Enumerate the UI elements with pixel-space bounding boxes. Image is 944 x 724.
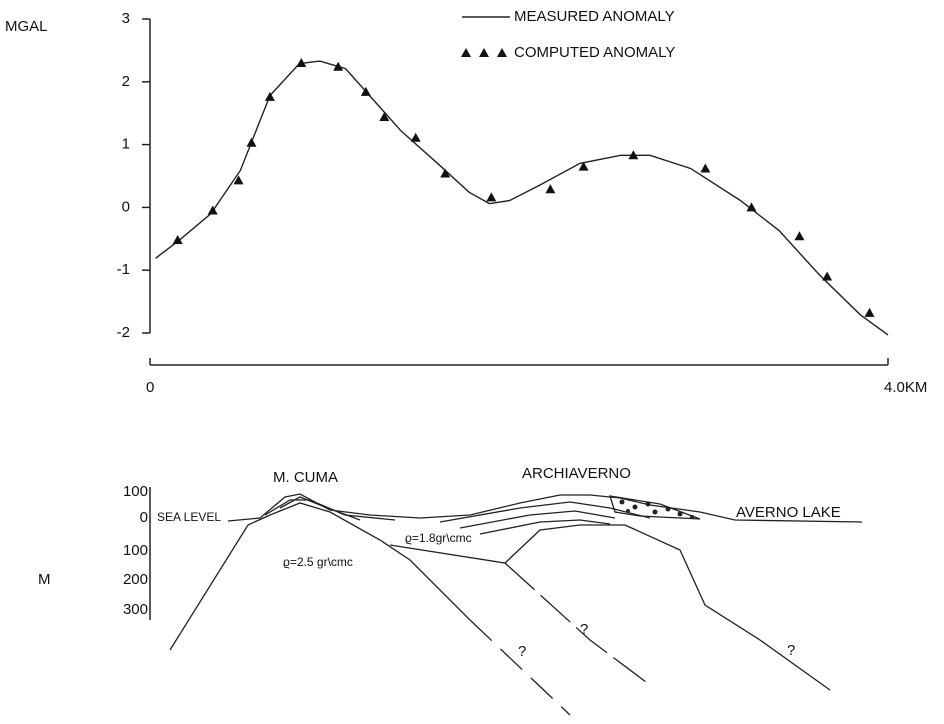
legend-label: COMPUTED ANOMALY — [514, 44, 675, 61]
computed-point — [234, 175, 244, 184]
layer — [480, 520, 610, 534]
measured-line — [156, 61, 888, 335]
y-tick-label: 0 — [122, 198, 130, 215]
computed-point — [545, 184, 555, 193]
computed-point — [700, 163, 710, 172]
basement — [170, 503, 470, 650]
computed-point — [411, 133, 421, 142]
boundary — [390, 525, 830, 690]
y-tick-label: 2 — [122, 73, 130, 90]
density-label: ϱ=2.5 gr\cmc — [283, 555, 353, 569]
unknown-mark: ? — [787, 642, 795, 659]
y-tick-label: 3 — [122, 10, 130, 27]
place-label: AVERNO LAKE — [736, 504, 841, 521]
place-label: M. CUMA — [273, 469, 338, 486]
depth-label: 100 — [123, 542, 148, 559]
computed-point — [333, 62, 343, 71]
depth-label: 300 — [123, 601, 148, 618]
x-tick-label: 0 — [146, 379, 154, 396]
y-tick-label: -1 — [117, 261, 130, 278]
computed-point — [265, 92, 275, 101]
computed-point — [822, 271, 832, 280]
computed-point — [486, 192, 496, 201]
density-label: ϱ=1.8gr\cmc — [405, 531, 472, 545]
depth-label: 200 — [123, 571, 148, 588]
y-tick-label: -2 — [117, 324, 130, 341]
computed-point — [246, 138, 256, 147]
y-tick-label: 1 — [122, 136, 130, 153]
sea-level-label: SEA LEVEL — [157, 510, 221, 524]
computed-point — [794, 231, 804, 240]
boundary-dashed — [505, 563, 650, 685]
unknown-mark: ? — [518, 643, 526, 660]
depth-label: 0 — [140, 509, 148, 526]
legend-marker — [461, 48, 471, 57]
x-tick-label: 4.0KM — [884, 379, 927, 396]
y-axis-label: MGAL — [5, 18, 48, 35]
legend-label: MEASURED ANOMALY — [514, 8, 675, 25]
depth-label: 100 — [123, 483, 148, 500]
computed-point — [865, 308, 875, 317]
legend-marker — [479, 48, 489, 57]
figure: MGAL 100 0 100 200 300 M SEA LEVEL M. CU… — [0, 0, 944, 719]
place-label: ARCHIAVERNO — [522, 465, 631, 482]
basement-dashed — [470, 620, 570, 715]
cross-section: 100 0 100 200 300 M SEA LEVEL M. CUMA AR… — [38, 465, 862, 715]
depth-unit: M — [38, 571, 51, 588]
page: MGAL 100 0 100 200 300 M SEA LEVEL M. CU… — [0, 0, 944, 724]
legend-marker — [497, 48, 507, 57]
